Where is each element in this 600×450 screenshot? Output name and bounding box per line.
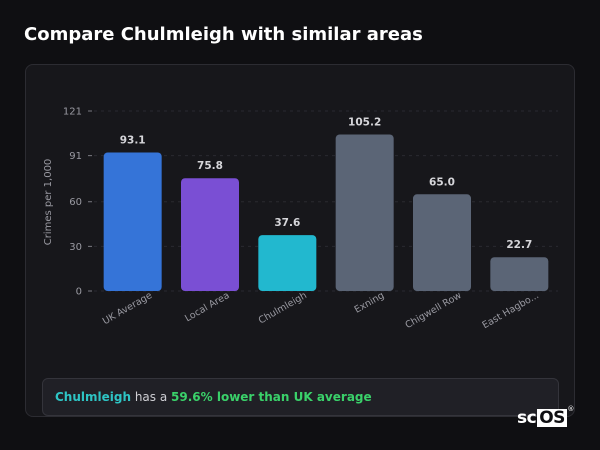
bar[interactable] [103, 152, 162, 291]
summary-highlight: 59.6% lower than UK average [171, 390, 372, 404]
y-tick-label: 30 [69, 242, 82, 253]
y-axis-label: Crimes per 1,000 [43, 159, 54, 246]
x-tick-label: Chigwell Row [403, 290, 463, 331]
bar-value-label: 93.1 [120, 135, 146, 147]
y-tick-label: 60 [69, 197, 82, 208]
y-tick-label: 91 [69, 151, 82, 162]
scos-logo: sc OS ® [517, 405, 574, 428]
logo-registered-mark: ® [567, 405, 574, 413]
x-axis-labels: UK Average Local Area Chulmleigh Exning Chig… [101, 290, 541, 331]
bar[interactable] [490, 257, 549, 291]
bar[interactable] [181, 178, 239, 291]
chart-card: 0 30 60 91 121 Crimes per 1,000 93.1 75.8 37.6… [25, 64, 575, 417]
y-tick-label: 121 [63, 107, 82, 118]
page-title: Compare Chulmleigh with similar areas [24, 24, 423, 45]
x-tick-label: East Hagbo... [481, 290, 541, 331]
bars [103, 134, 549, 291]
bar-value-label: 105.2 [348, 117, 381, 129]
y-axis-ticks: 0 30 60 91 121 [63, 107, 92, 298]
bar-value-label: 75.8 [197, 160, 223, 172]
summary-text: has a [131, 390, 172, 404]
logo-text-sc: sc [517, 408, 537, 428]
summary-banner: Chulmleigh has a 59.6% lower than UK ave… [42, 378, 559, 416]
value-labels: 93.1 75.8 37.6 105.2 65.0 22.7 [120, 117, 533, 252]
x-tick-label: Exning [353, 290, 387, 316]
x-tick-label: Local Area [183, 290, 231, 324]
bar[interactable] [335, 134, 394, 291]
bar-chart: 0 30 60 91 121 Crimes per 1,000 93.1 75.8 37.6… [43, 107, 558, 331]
x-tick-label: Chulmleigh [257, 290, 309, 326]
bar-value-label: 37.6 [274, 217, 300, 229]
logo-text-os: OS [537, 408, 567, 428]
x-tick-label: UK Average [101, 290, 154, 327]
bar-value-label: 22.7 [506, 239, 532, 251]
summary-area-name: Chulmleigh [55, 390, 132, 404]
bar-value-label: 65.0 [429, 176, 455, 188]
bar[interactable] [258, 235, 317, 291]
bar[interactable] [413, 194, 471, 291]
y-tick-label: 0 [76, 287, 82, 298]
grid-lines [94, 110, 558, 292]
